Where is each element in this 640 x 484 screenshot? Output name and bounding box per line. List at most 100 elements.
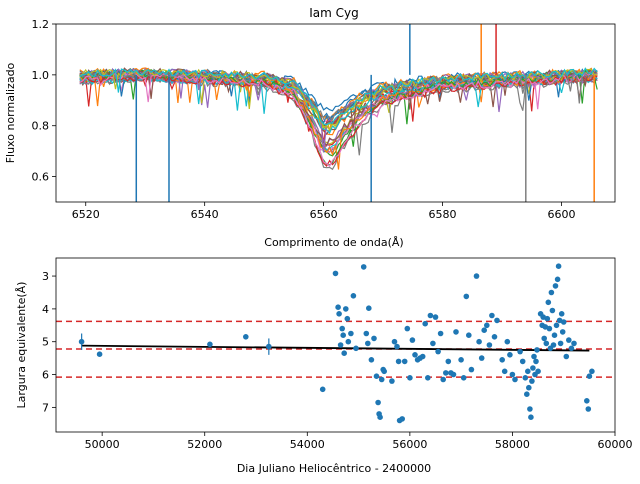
data-point	[584, 398, 590, 404]
data-point	[568, 345, 575, 352]
data-point	[535, 368, 541, 375]
data-point	[340, 332, 347, 339]
data-point	[546, 325, 553, 332]
data-point	[481, 327, 488, 334]
equivalent-width-x-tick-label: 56000	[392, 438, 427, 451]
data-point	[344, 315, 351, 322]
data-point	[399, 416, 406, 422]
data-point	[363, 330, 370, 337]
data-point	[450, 371, 457, 378]
data-point	[345, 338, 352, 345]
spectrum-x-tick-label: 6580	[429, 208, 457, 221]
data-point	[440, 376, 447, 383]
data-point	[407, 375, 413, 381]
spectrum-x-ticks: 6520 6540 6560 6580 6600	[72, 202, 575, 221]
data-point	[335, 304, 341, 311]
equivalent-width-plot-area	[56, 263, 615, 424]
data-point	[548, 289, 555, 296]
data-point	[365, 340, 371, 347]
data-point	[443, 370, 449, 376]
data-point	[401, 358, 408, 365]
data-point	[571, 340, 577, 347]
data-point	[350, 293, 357, 299]
equivalent-width-x-label: Dia Juliano Heliocêntrico - 2400000	[237, 462, 431, 475]
data-point	[529, 378, 535, 384]
data-point	[509, 371, 516, 378]
data-point	[525, 368, 531, 375]
data-point	[337, 342, 344, 348]
data-point	[373, 373, 380, 380]
data-point	[558, 311, 565, 317]
data-point	[336, 311, 342, 317]
data-point	[378, 376, 385, 383]
data-point	[422, 320, 429, 327]
spectrum-series-line	[79, 73, 598, 167]
data-point	[527, 406, 533, 412]
data-point	[585, 406, 592, 412]
spectrum-y-tick-label: 1.0	[32, 69, 50, 82]
data-point	[371, 335, 377, 342]
data-point	[519, 358, 526, 365]
data-point	[549, 307, 556, 314]
data-point	[430, 340, 436, 347]
equivalent-width-x-tick-label: 50000	[85, 438, 120, 451]
data-point	[348, 330, 354, 337]
data-point	[476, 338, 482, 345]
data-point	[473, 273, 480, 279]
data-point	[375, 399, 381, 406]
data-point	[541, 335, 547, 342]
data-point	[522, 375, 529, 381]
equivalent-width-y-label: Largura equivalente(Å)	[15, 282, 28, 409]
data-point	[531, 353, 537, 360]
data-point	[534, 347, 540, 353]
data-point	[377, 414, 383, 421]
data-point	[550, 342, 557, 348]
data-point	[533, 358, 539, 365]
data-point	[381, 368, 388, 375]
data-point	[553, 322, 560, 329]
data-point	[453, 329, 459, 335]
spectrum-series-line	[79, 67, 598, 126]
data-point	[419, 353, 426, 360]
spectrum-panel: Iam Cyg 6520 6540 6560 6580 6600 0.6 0.8 1.0 1.…	[4, 6, 616, 249]
data-point	[526, 384, 532, 391]
equivalent-width-y-tick-label: 5	[42, 336, 49, 349]
data-point	[425, 375, 431, 381]
spectrum-x-label: Comprimento de onda(Å)	[264, 236, 403, 249]
equivalent-width-y-tick-label: 7	[42, 401, 49, 414]
data-point	[360, 264, 367, 270]
data-point	[391, 338, 398, 345]
data-point	[499, 357, 506, 363]
data-point	[460, 375, 467, 381]
data-point	[489, 312, 495, 319]
data-point	[530, 365, 536, 371]
data-point	[468, 366, 475, 373]
data-point	[78, 338, 85, 345]
data-point	[404, 325, 411, 332]
equivalent-width-x-tick-label: 52000	[187, 438, 222, 451]
data-point	[341, 350, 348, 357]
data-point	[566, 337, 572, 343]
data-point	[512, 376, 518, 383]
data-point	[559, 329, 566, 335]
equivalent-width-x-tick-label: 58000	[495, 438, 530, 451]
spectrum-y-tick-label: 1.2	[32, 18, 50, 31]
data-point	[427, 312, 434, 319]
data-point	[552, 283, 559, 289]
equivalent-width-x-tick-label: 54000	[290, 438, 325, 451]
data-point	[435, 348, 441, 355]
data-point	[319, 386, 326, 393]
equivalent-width-y-tick-label: 4	[42, 303, 49, 316]
data-point	[507, 352, 513, 358]
equivalent-width-x-tick-label: 60000	[598, 438, 633, 451]
data-point	[486, 342, 493, 348]
trend-line	[81, 344, 590, 352]
data-point	[332, 270, 339, 277]
data-point	[366, 305, 372, 312]
equivalent-width-x-ticks: 50000 52000 54000 56000 58000 60000	[85, 432, 633, 451]
data-point	[504, 338, 511, 345]
equivalent-width-y-tick-label: 3	[42, 270, 49, 283]
data-point	[437, 330, 444, 337]
spectrum-x-tick-label: 6540	[191, 208, 219, 221]
